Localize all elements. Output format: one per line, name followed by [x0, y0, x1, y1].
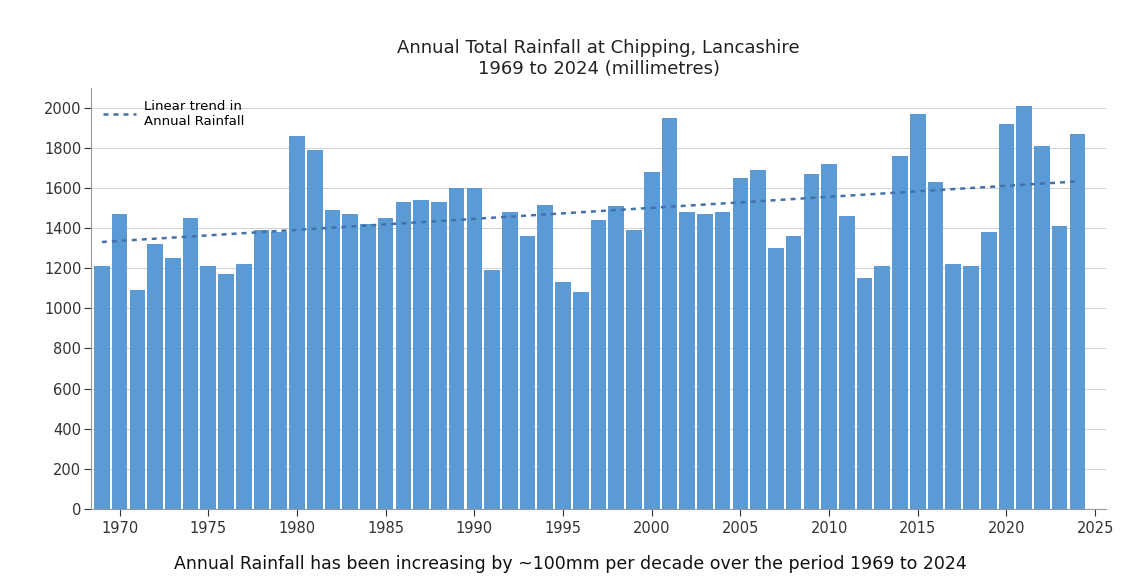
Bar: [466, 188, 482, 509]
Bar: [431, 202, 447, 509]
Bar: [1034, 146, 1050, 509]
Bar: [733, 178, 748, 509]
Linear trend in
Annual Rainfall: [564, 209, 578, 216]
Bar: [271, 232, 287, 509]
Bar: [537, 205, 553, 509]
Bar: [414, 200, 429, 509]
Bar: [661, 118, 677, 509]
Linear trend in
Annual Rainfall: [676, 202, 690, 209]
Bar: [945, 264, 961, 509]
Bar: [1052, 226, 1067, 509]
Linear trend in
Annual Rainfall: [95, 239, 108, 246]
Bar: [750, 170, 766, 509]
Bar: [839, 216, 855, 509]
Bar: [555, 283, 571, 509]
Bar: [254, 230, 269, 509]
Bar: [928, 182, 943, 509]
Bar: [821, 164, 837, 509]
Bar: [1017, 106, 1032, 509]
Bar: [147, 244, 163, 509]
Linear trend in
Annual Rainfall: [559, 209, 572, 216]
Linear trend in
Annual Rainfall: [622, 206, 636, 213]
Bar: [360, 224, 376, 509]
Bar: [1069, 134, 1085, 509]
Linear trend in
Annual Rainfall: [895, 189, 909, 196]
Bar: [910, 114, 926, 509]
Bar: [112, 214, 128, 509]
Bar: [520, 236, 536, 509]
Bar: [768, 248, 783, 509]
Bar: [715, 212, 731, 509]
Bar: [377, 218, 393, 509]
Bar: [893, 156, 907, 509]
Bar: [218, 274, 234, 509]
Text: Annual Rainfall has been increasing by ~100mm per decade over the period 1969 to: Annual Rainfall has been increasing by ~…: [173, 555, 967, 573]
Bar: [804, 174, 820, 509]
Bar: [963, 266, 979, 509]
Bar: [999, 124, 1015, 509]
Bar: [644, 172, 660, 509]
Bar: [484, 270, 499, 509]
Bar: [980, 232, 996, 509]
Bar: [165, 258, 180, 509]
Bar: [679, 212, 695, 509]
Bar: [236, 264, 252, 509]
Bar: [874, 266, 890, 509]
Legend: Linear trend in
Annual Rainfall: Linear trend in Annual Rainfall: [98, 94, 250, 133]
Bar: [573, 292, 588, 509]
Bar: [307, 150, 323, 509]
Title: Annual Total Rainfall at Chipping, Lancashire
1969 to 2024 (millimetres): Annual Total Rainfall at Chipping, Lanca…: [397, 39, 800, 78]
Bar: [93, 266, 109, 509]
Bar: [626, 230, 642, 509]
Bar: [290, 136, 304, 509]
Bar: [182, 218, 198, 509]
Bar: [591, 220, 606, 509]
Bar: [857, 278, 872, 509]
Bar: [325, 210, 340, 509]
Bar: [609, 206, 624, 509]
Bar: [130, 290, 145, 509]
Bar: [201, 266, 217, 509]
Bar: [342, 214, 358, 509]
Linear trend in
Annual Rainfall: [1048, 180, 1061, 187]
Bar: [449, 188, 464, 509]
Bar: [698, 214, 712, 509]
Bar: [785, 236, 801, 509]
Line: Linear trend in
Annual Rainfall: Linear trend in Annual Rainfall: [101, 181, 1077, 242]
Bar: [396, 202, 412, 509]
Linear trend in
Annual Rainfall: [1070, 178, 1084, 185]
Bar: [502, 212, 518, 509]
